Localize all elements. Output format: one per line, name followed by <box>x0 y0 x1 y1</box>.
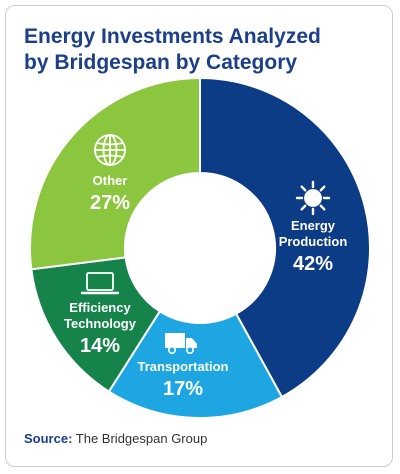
laptop-icon <box>80 272 120 295</box>
slice-energy-production <box>199 76 371 399</box>
slice-value-other: 27% <box>90 192 130 214</box>
slice-label-efficiency-technology-2: Technology <box>64 316 137 331</box>
chart-title-line-2: by Bridgespan by Category <box>24 51 298 74</box>
slice-value-energy-production: 42% <box>293 253 333 275</box>
slice-label-transportation-1: Transportation <box>137 359 228 374</box>
chart-title: Energy Investments Analyzed by Bridgespa… <box>24 24 374 76</box>
slice-label-energy-production-2: Production <box>279 234 348 249</box>
sun-icon <box>295 180 331 216</box>
globe-icon <box>94 134 126 166</box>
chart-title-line-1: Energy Investments Analyzed <box>24 25 321 48</box>
source-text: The Bridgespan Group <box>75 431 208 446</box>
truck-icon <box>165 333 197 354</box>
slice-value-transportation: 17% <box>163 378 203 400</box>
slice-label-energy-production-1: Energy <box>291 218 336 233</box>
source-note: Source: The Bridgespan Group <box>24 431 207 446</box>
slice-label-other-1: Other <box>93 173 128 188</box>
source-label: Source: <box>24 431 73 446</box>
slice-label-efficiency-technology-1: Efficiency <box>69 300 131 315</box>
slice-transportation <box>107 309 284 419</box>
slice-value-efficiency-technology: 14% <box>80 335 120 357</box>
slice-other <box>29 76 201 271</box>
